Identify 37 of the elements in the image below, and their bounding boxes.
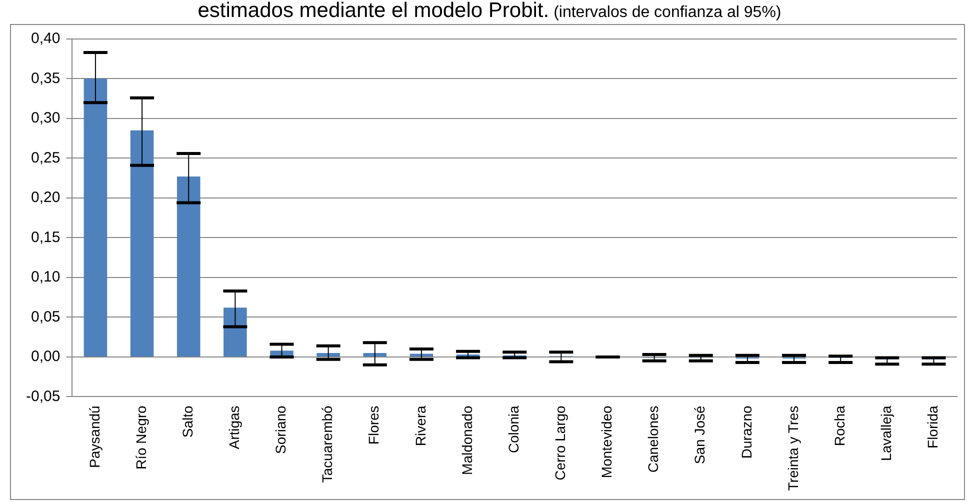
bar [130,130,154,356]
x-tick-label: Florida [924,405,941,448]
x-tick-label: Canelones [645,406,662,473]
x-tick-label: Flores [366,406,382,445]
bar [363,352,387,356]
x-tick-label: Salto [179,405,196,438]
x-tick-label: Montevideo [598,405,615,478]
y-tick-label: 0,00 [30,348,60,366]
y-tick-label: 0,30 [30,110,60,127]
x-tick-label: Artigas [226,406,242,450]
x-tick-label: Tacuarembó [319,405,336,483]
bar [224,308,247,356]
y-tick-label: -0,05 [26,388,60,405]
x-tick-label: Paysandú [86,406,102,468]
y-tick-label: 0,05 [30,308,60,326]
x-tick-label: Colonia [505,405,522,454]
bar [176,176,200,356]
x-tick-label: Treinta y Tres [784,406,801,491]
x-tick-label: Maldonado [458,405,475,475]
x-tick-label: Lavalleja [878,405,894,461]
x-tick-label: Río Negro [132,405,149,470]
bar [84,78,108,356]
x-tick-label: Soriano [272,405,289,454]
x-tick-label: Durazno [738,405,754,459]
y-tick-label: 0,20 [30,189,60,206]
y-tick-label: 0,40 [30,30,60,48]
y-tick-label: 0,25 [30,149,60,166]
x-tick-label: San José [692,405,708,464]
x-tick-label: Rocha [831,405,848,446]
x-tick-label: Cerro Largo [552,405,568,480]
chart-title: estimados mediante el modelo Probit. [198,0,550,22]
x-tick-label: Rivera [412,405,428,446]
y-tick-label: 0,15 [30,228,60,246]
bar [316,352,340,356]
y-tick-label: 0,35 [30,70,60,87]
y-tick-label: 0,10 [30,268,60,286]
chart-subtitle: (intervalos de confianza al 95%) [554,4,782,21]
